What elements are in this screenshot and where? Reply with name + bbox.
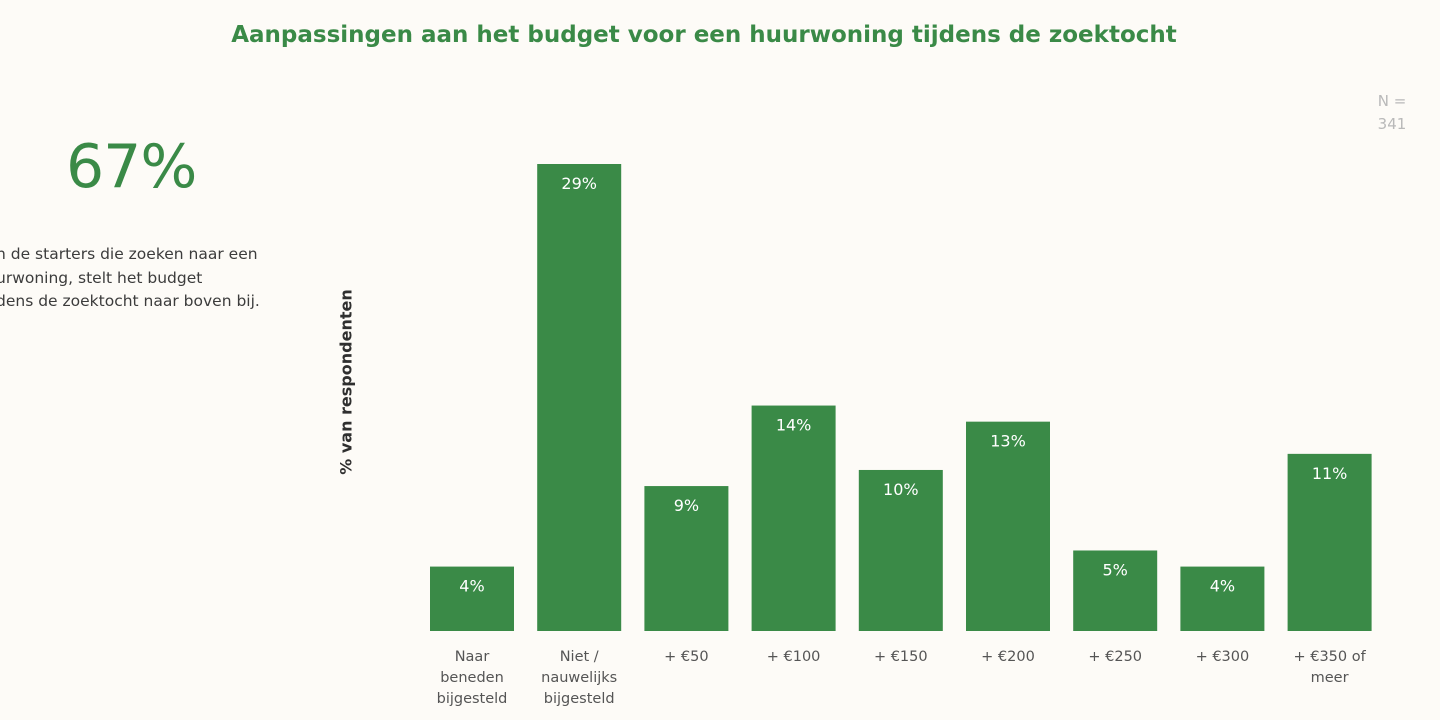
bar — [1073, 550, 1158, 631]
category-tick-label: + €200 — [981, 649, 1035, 665]
sample-size-label: N = 341 — [1362, 90, 1422, 136]
category-tick-label: Niet / — [560, 649, 599, 665]
category-tick-label: nauwelijks — [541, 670, 617, 686]
category-tick-label: bijgesteld — [544, 691, 615, 707]
chart-title: Aanpassingen aan het budget voor een huu… — [231, 22, 1177, 48]
highlight-description-line: urwoning, stelt het budget — [0, 268, 203, 287]
bar-value-label: 13% — [990, 432, 1026, 451]
bar-value-label: 5% — [1103, 560, 1128, 579]
category-tick-label: beneden — [440, 670, 504, 686]
bar-value-label: 14% — [776, 416, 812, 435]
category-tick-label: + €350 of — [1293, 649, 1366, 665]
bar — [1287, 453, 1372, 631]
category-tick-label: + €50 — [664, 649, 708, 665]
sample-size-prefix: N = — [1377, 92, 1407, 110]
bar-value-label: 11% — [1312, 464, 1348, 483]
category-tick-label: + €100 — [767, 649, 821, 665]
category-tick-label: bijgesteld — [437, 691, 508, 707]
bar — [858, 469, 943, 631]
bar — [751, 405, 836, 631]
highlight-percentage: 67% — [66, 132, 197, 202]
bar-value-label: 10% — [883, 480, 919, 499]
bar — [966, 421, 1050, 631]
bar — [1180, 566, 1265, 631]
bar-value-label: 4% — [459, 577, 484, 596]
category-tick-label: Naar — [455, 649, 490, 665]
bar-value-label: 4% — [1210, 577, 1235, 596]
highlight-description-line: n de starters die zoeken naar een — [0, 245, 258, 263]
bar-value-label: 29% — [561, 174, 597, 193]
bar — [537, 164, 622, 631]
category-tick-label: meer — [1311, 670, 1349, 686]
highlight-description-line: dens de zoektocht naar boven bij. — [0, 292, 260, 310]
category-tick-label: + €150 — [874, 649, 928, 665]
bar — [644, 486, 729, 631]
bar-value-label: 9% — [674, 496, 699, 515]
category-tick-label: + €300 — [1196, 649, 1250, 665]
sample-size-value: 341 — [1377, 115, 1407, 133]
highlight-description: n de starters die zoeken naar een urwoni… — [0, 243, 306, 314]
bar — [430, 566, 514, 631]
category-tick-label: + €250 — [1088, 649, 1142, 665]
